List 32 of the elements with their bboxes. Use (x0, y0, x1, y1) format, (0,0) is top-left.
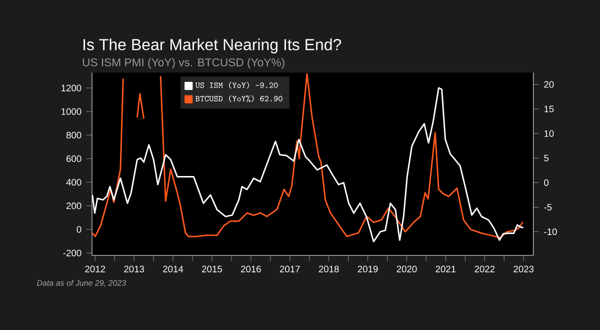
y2-tick-label: 10 (544, 130, 554, 137)
y-tick-label: -200 (63, 250, 82, 256)
x-tick-label: 2012 (85, 266, 106, 272)
y2-tick-label: 0 (544, 179, 549, 186)
y2-tick-label: 20 (544, 81, 554, 88)
y-tick-label: 200 (66, 202, 82, 210)
y-tick-label: 800 (66, 132, 82, 138)
chart-title: Is The Bear Market Nearing Its End? (84, 38, 342, 54)
legend-label: US ISM (YoY) -9.20 (195, 82, 278, 89)
x-tick-label: 2014 (163, 266, 184, 272)
x-tick-label: 2016 (241, 266, 261, 272)
y2-tick-label: 5 (544, 154, 549, 162)
x-tick-label: 2013 (124, 266, 144, 272)
y-tick-label: 400 (66, 178, 82, 186)
y2-tick-label: -10 (544, 228, 557, 236)
x-tick-label: 2018 (318, 266, 339, 272)
chart-subtitle: US ISM PMI (YoY) vs. BTCUSD (YoY%) (82, 58, 284, 69)
y-tick-label: 600 (66, 155, 82, 162)
x-tick-label: 2022 (474, 266, 495, 272)
x-tick-label: 2019 (358, 266, 378, 272)
y2-tick-label: -5 (544, 204, 552, 210)
x-tick-label: 2023 (514, 266, 534, 272)
x-tick-label: 2017 (280, 266, 300, 272)
legend-label: BTCUSD (YoY%) 62.90 (196, 95, 282, 102)
text: Data as of June 29, 2023 (36, 280, 126, 287)
y-tick-label: 1000 (62, 108, 82, 115)
y2-tick-label: 15 (544, 106, 554, 112)
y-tick-label: 0 (76, 226, 82, 233)
x-tick-label: 2020 (396, 266, 417, 272)
x-tick-label: 2015 (202, 266, 222, 272)
x-tick-label: 2021 (436, 266, 456, 272)
y-tick-label: 1200 (62, 84, 82, 92)
